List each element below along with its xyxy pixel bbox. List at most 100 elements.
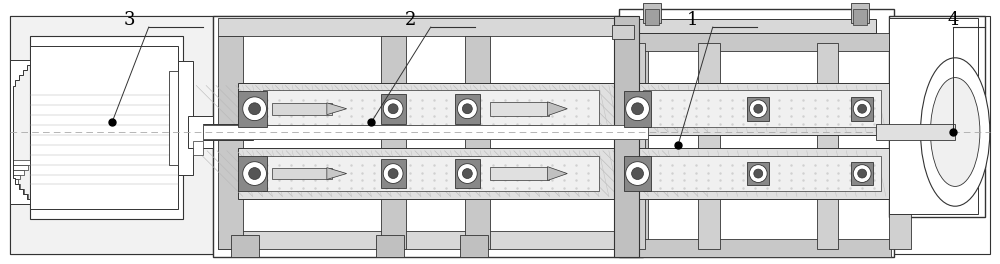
Circle shape xyxy=(749,100,767,118)
Bar xyxy=(889,43,911,249)
Circle shape xyxy=(383,99,403,119)
Bar xyxy=(624,239,891,257)
Bar xyxy=(218,231,639,249)
Bar xyxy=(624,43,645,249)
Bar xyxy=(889,16,985,217)
Bar xyxy=(10,160,32,165)
Bar xyxy=(460,235,488,257)
Text: 4: 4 xyxy=(947,11,959,29)
Text: 2: 2 xyxy=(405,11,417,29)
Bar xyxy=(817,43,838,249)
Polygon shape xyxy=(10,60,32,204)
Circle shape xyxy=(243,162,266,185)
Circle shape xyxy=(249,168,261,180)
Bar xyxy=(617,25,629,33)
Bar xyxy=(218,18,639,36)
Bar xyxy=(10,16,213,254)
Circle shape xyxy=(626,97,649,121)
Bar xyxy=(612,25,634,39)
Bar xyxy=(272,103,332,115)
Polygon shape xyxy=(547,167,567,181)
Bar xyxy=(490,102,549,116)
Bar xyxy=(263,91,599,127)
Circle shape xyxy=(462,104,472,114)
Bar xyxy=(238,148,624,199)
Bar xyxy=(169,71,178,165)
Circle shape xyxy=(632,168,643,180)
Bar xyxy=(876,124,955,140)
Bar xyxy=(490,167,549,181)
Bar xyxy=(238,91,267,126)
Bar xyxy=(10,185,20,189)
Bar xyxy=(272,168,332,180)
Bar xyxy=(465,36,490,249)
Bar xyxy=(10,169,24,175)
Bar xyxy=(643,91,881,127)
Bar xyxy=(30,36,183,219)
Bar xyxy=(853,9,867,25)
Bar xyxy=(30,46,178,209)
Bar xyxy=(203,124,253,140)
Bar xyxy=(624,91,651,126)
Bar xyxy=(10,175,20,180)
Bar xyxy=(617,235,644,257)
Bar xyxy=(698,43,720,249)
Bar xyxy=(645,9,659,25)
Bar xyxy=(376,235,404,257)
Bar xyxy=(238,83,624,135)
Circle shape xyxy=(388,169,398,178)
Bar xyxy=(851,97,873,121)
Bar xyxy=(10,165,28,169)
Bar xyxy=(10,189,24,194)
Bar xyxy=(747,162,769,185)
Circle shape xyxy=(388,104,398,114)
Bar xyxy=(455,94,480,124)
Circle shape xyxy=(749,165,767,182)
Circle shape xyxy=(754,169,763,178)
Bar xyxy=(747,97,769,121)
Circle shape xyxy=(243,97,266,121)
Bar xyxy=(10,194,28,199)
Polygon shape xyxy=(547,102,567,116)
Polygon shape xyxy=(327,168,347,180)
Bar xyxy=(619,9,894,257)
Bar xyxy=(218,36,243,249)
Text: 1: 1 xyxy=(687,11,699,29)
Bar xyxy=(851,162,873,185)
Circle shape xyxy=(457,99,477,119)
Bar xyxy=(889,18,978,214)
Bar xyxy=(203,125,648,139)
Bar xyxy=(624,36,648,249)
Bar xyxy=(851,3,869,23)
Bar xyxy=(231,235,259,257)
Circle shape xyxy=(754,104,763,113)
Bar xyxy=(643,156,881,191)
Bar xyxy=(614,16,639,257)
Circle shape xyxy=(383,164,403,183)
Bar xyxy=(263,156,599,191)
Bar xyxy=(10,199,32,204)
Circle shape xyxy=(626,162,649,185)
Bar xyxy=(243,126,263,138)
Circle shape xyxy=(858,104,867,113)
Bar xyxy=(10,180,18,185)
Bar xyxy=(178,61,193,175)
Bar xyxy=(643,3,661,23)
Circle shape xyxy=(853,165,871,182)
Bar xyxy=(381,36,406,249)
Bar xyxy=(624,83,891,135)
Polygon shape xyxy=(327,103,347,115)
Text: 3: 3 xyxy=(123,11,135,29)
Bar xyxy=(624,148,891,199)
Circle shape xyxy=(858,169,867,178)
Bar xyxy=(188,116,213,148)
Bar xyxy=(624,156,651,191)
Bar xyxy=(639,19,876,33)
Ellipse shape xyxy=(921,58,990,206)
Bar xyxy=(213,16,643,257)
Ellipse shape xyxy=(930,78,980,186)
Circle shape xyxy=(462,169,472,178)
Bar xyxy=(381,159,406,188)
Bar xyxy=(238,156,267,191)
Circle shape xyxy=(853,100,871,118)
